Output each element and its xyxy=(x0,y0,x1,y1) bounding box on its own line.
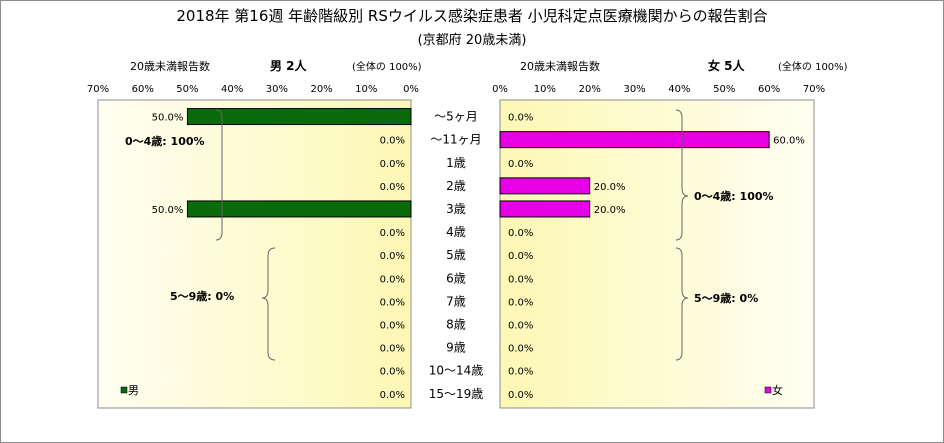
female-value-label: 20.0% xyxy=(594,205,626,216)
male-value-label: 0.0% xyxy=(380,228,405,239)
female-x-tick-label: 40% xyxy=(668,84,690,95)
male-value-label: 0.0% xyxy=(380,344,405,355)
female-value-label: 0.0% xyxy=(508,367,533,378)
male-x-tick-label: 50% xyxy=(176,84,198,95)
female-bar xyxy=(499,131,770,149)
male-x-tick-label: 60% xyxy=(132,84,154,95)
age-category-label: 15～19歳 xyxy=(429,387,484,401)
age-category-label: ～5ヶ月 xyxy=(434,110,478,124)
female-annotation-0-4: 0～4歳: 100% xyxy=(694,189,774,203)
age-category-label: 5歳 xyxy=(446,248,466,262)
male-bracket-5-9 xyxy=(261,247,276,361)
male-header-label: 20歳未満報告数 xyxy=(130,60,210,73)
age-category-label: 6歳 xyxy=(446,271,466,285)
female-value-label: 20.0% xyxy=(594,182,626,193)
female-value-label: 0.0% xyxy=(508,274,533,285)
female-annotation-5-9: 5～9歳: 0% xyxy=(694,291,758,305)
male-x-tick-label: 10% xyxy=(355,84,377,95)
male-value-label: 0.0% xyxy=(380,320,405,331)
male-value-label: 0.0% xyxy=(380,251,405,262)
female-header-label: 20歳未満報告数 xyxy=(520,60,600,73)
male-header-note: (全体の 100%) xyxy=(352,60,422,73)
female-value-label: 60.0% xyxy=(773,136,805,147)
female-x-tick-label: 10% xyxy=(534,84,556,95)
age-category-label: ～11ヶ月 xyxy=(430,133,481,147)
male-value-label: 0.0% xyxy=(380,136,405,147)
female-value-label: 0.0% xyxy=(508,228,533,239)
female-x-tick-label: 20% xyxy=(579,84,601,95)
female-value-label: 0.0% xyxy=(508,251,533,262)
male-header-count: 男 2人 xyxy=(270,58,308,73)
female-bar xyxy=(499,200,591,218)
age-category-label: 1歳 xyxy=(446,156,466,170)
female-value-label: 0.0% xyxy=(508,390,533,401)
age-category-label: 10～14歳 xyxy=(429,364,484,378)
female-bracket-5-9 xyxy=(675,247,689,361)
male-value-label: 0.0% xyxy=(380,159,405,170)
female-value-label: 0.0% xyxy=(508,320,533,331)
male-value-label: 0.0% xyxy=(380,182,405,193)
male-value-label: 50.0% xyxy=(152,113,184,124)
age-category-label: 8歳 xyxy=(446,317,466,331)
male-bar xyxy=(186,200,412,218)
age-category-label: 7歳 xyxy=(446,294,466,308)
age-category-label: 3歳 xyxy=(446,202,466,216)
female-x-tick-label: 30% xyxy=(623,84,645,95)
female-value-label: 0.0% xyxy=(508,344,533,355)
female-x-tick-label: 0% xyxy=(492,84,508,95)
legend-male-swatch xyxy=(120,386,128,394)
male-bracket-0-4 xyxy=(215,109,223,241)
female-value-label: 0.0% xyxy=(508,159,533,170)
female-header-note: (全体の 100%) xyxy=(778,60,848,73)
plot-area-female xyxy=(499,99,815,409)
age-category-label: 4歳 xyxy=(446,225,466,239)
male-x-tick-label: 70% xyxy=(87,84,109,95)
age-category-label: 2歳 xyxy=(446,179,466,193)
legend-female-label: 女 xyxy=(772,383,783,397)
age-category-label: 9歳 xyxy=(446,341,466,355)
male-value-label: 0.0% xyxy=(380,390,405,401)
female-bracket-0-4 xyxy=(675,109,689,241)
female-value-label: 0.0% xyxy=(508,297,533,308)
male-value-label: 0.0% xyxy=(380,367,405,378)
female-header-count: 女 5人 xyxy=(708,58,746,73)
female-value-label: 0.0% xyxy=(508,113,533,124)
male-x-tick-label: 30% xyxy=(266,84,288,95)
legend-male-label: 男 xyxy=(128,384,139,397)
male-bar xyxy=(186,108,412,126)
male-value-label: 0.0% xyxy=(380,274,405,285)
male-x-tick-label: 20% xyxy=(310,84,332,95)
female-x-tick-label: 50% xyxy=(713,84,735,95)
male-annotation-0-4: 0～4歳: 100% xyxy=(125,134,205,148)
male-value-label: 0.0% xyxy=(380,297,405,308)
female-x-tick-label: 70% xyxy=(803,84,825,95)
male-value-label: 50.0% xyxy=(152,205,184,216)
chart-title: 2018年 第16週 年齢階級別 RSウイルス感染症患者 小児科定点医療機関から… xyxy=(176,7,767,25)
female-x-tick-label: 60% xyxy=(758,84,780,95)
male-annotation-5-9: 5～9歳: 0% xyxy=(170,289,234,303)
plot-area-male xyxy=(97,99,412,409)
female-bar xyxy=(499,177,591,195)
legend-female-swatch xyxy=(764,386,772,394)
male-x-tick-label: 40% xyxy=(221,84,243,95)
chart-subtitle: (京都府 20歳未満) xyxy=(418,33,527,48)
male-x-tick-label: 0% xyxy=(403,84,419,95)
